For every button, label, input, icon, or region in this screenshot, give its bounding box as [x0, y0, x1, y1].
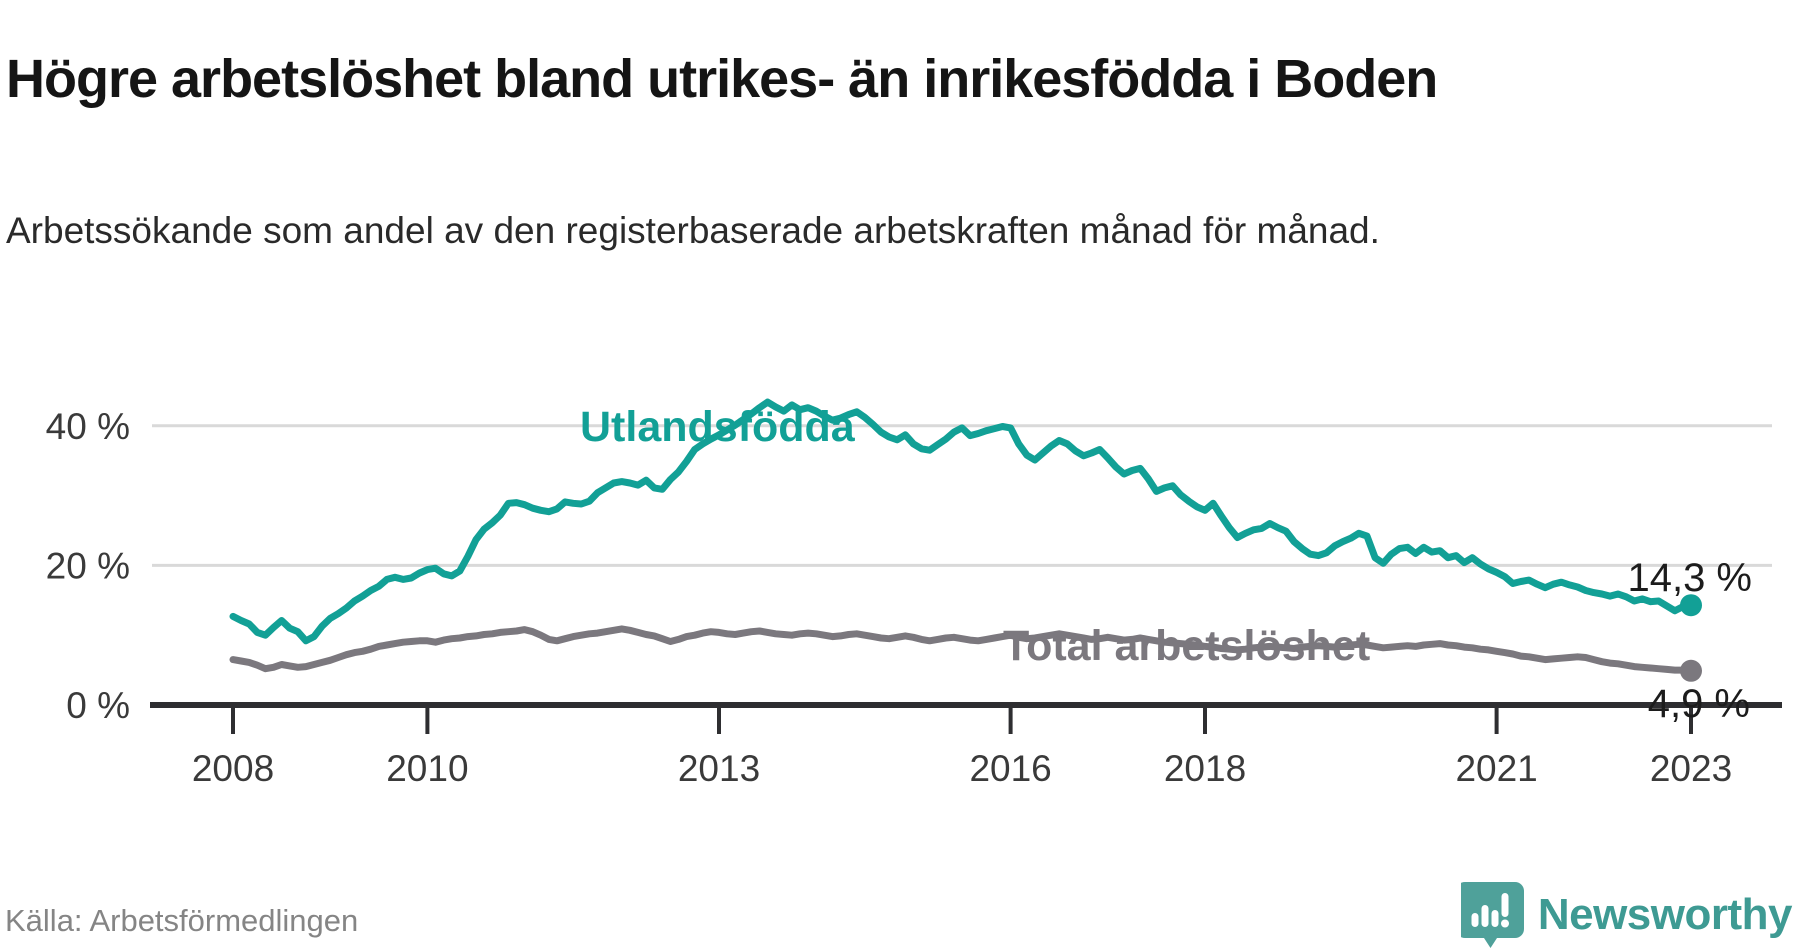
x-axis-ticks: 2008 2010 2013 2016 2018 2021 2023	[192, 708, 1732, 789]
exclamation-dot	[1500, 919, 1509, 928]
utlandsfodda-line	[229, 398, 1695, 645]
bar-3	[1491, 910, 1499, 927]
y-tick-label: 0 %	[66, 685, 130, 726]
x-tick-label: 2016	[969, 748, 1051, 789]
series-label-total: Total arbetslöshet	[1003, 622, 1370, 670]
bar-2	[1481, 905, 1489, 927]
chart-subtitle: Arbetssökande som andel av den registerb…	[6, 210, 1380, 251]
bar-1	[1471, 913, 1479, 927]
brand-name: Newsworthy	[1537, 890, 1793, 939]
y-tick-label: 40 %	[46, 406, 130, 447]
newsworthy-chart-bubble-icon	[1460, 882, 1524, 948]
x-tick-label: 2008	[192, 748, 274, 789]
x-tick-label: 2021	[1455, 748, 1537, 789]
total-end-dot	[1680, 659, 1702, 682]
x-tick-label: 2023	[1650, 748, 1732, 789]
y-tick-label: 20 %	[46, 545, 130, 586]
series-label-utlandsfodda: Utlandsfödda	[580, 403, 856, 451]
exclamation-bar	[1501, 893, 1509, 917]
x-tick-label: 2018	[1164, 748, 1246, 789]
total-arbetsloshet-line	[229, 625, 1695, 675]
gridlines	[152, 424, 1772, 567]
source-note: Källa: Arbetsförmedlingen	[5, 903, 359, 938]
x-tick-label: 2010	[386, 748, 468, 789]
y-axis-labels: 0 % 20 % 40 %	[46, 406, 130, 726]
page-title: Högre arbetslöshet bland utrikes- än inr…	[6, 49, 1438, 110]
end-value-utlandsfodda: 14,3 %	[1627, 556, 1752, 600]
branding: Newsworthy	[1460, 882, 1793, 948]
x-tick-label: 2013	[678, 748, 760, 789]
utlandsfodda-end-dot	[1680, 594, 1702, 617]
end-value-total: 4,9 %	[1648, 682, 1750, 726]
